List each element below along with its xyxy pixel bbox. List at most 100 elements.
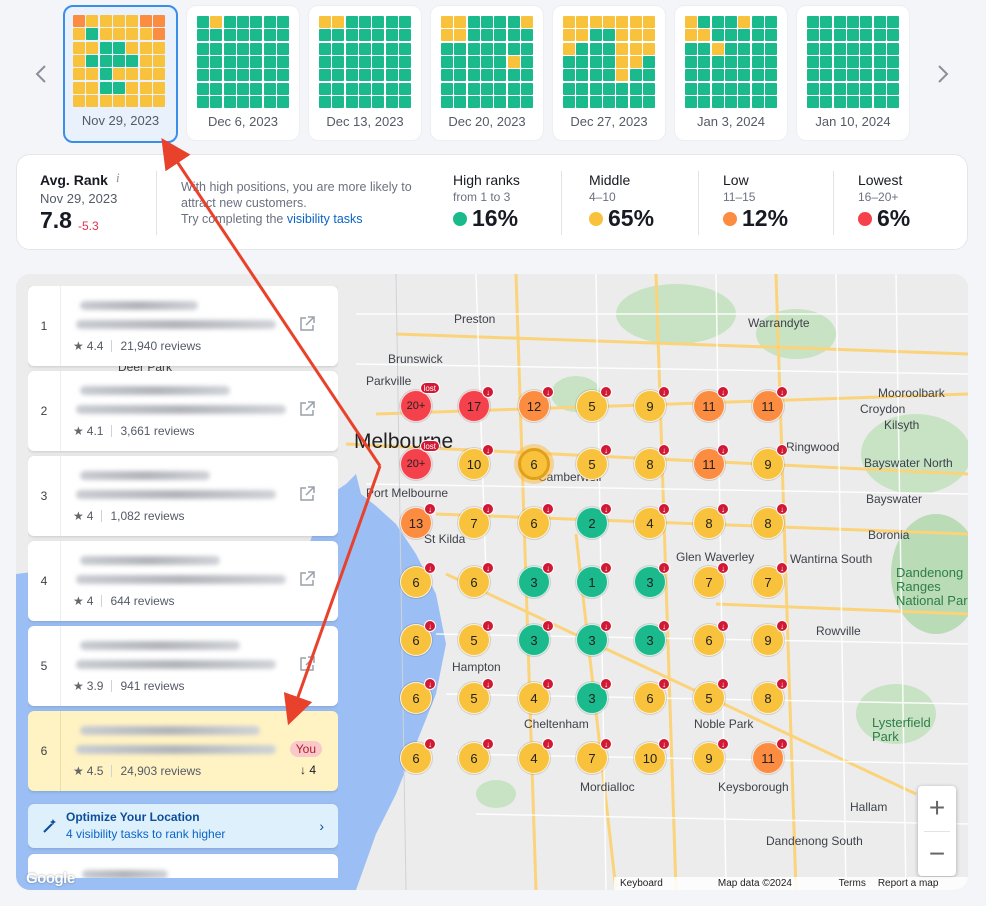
rank-pin[interactable]: 11 ↓ (693, 386, 729, 422)
pin-rank: 3 (588, 632, 596, 648)
list-item[interactable]: 1 ★ 4.4 21,940 reviews (28, 286, 338, 366)
list-item[interactable]: 5 ★ 3.9 941 reviews (28, 626, 338, 706)
list-item-you[interactable]: 6 ★ 4.5 24,903 reviews You ↓ 4 (28, 711, 338, 791)
rank-pin[interactable]: 3 ↓ (518, 562, 554, 598)
rank-pin[interactable]: 12 ↓ (518, 386, 554, 422)
heatmap-cell (210, 69, 223, 82)
attribution-link[interactable]: Keyboard shortcuts (620, 878, 663, 889)
list-item[interactable]: 3 ★ 4 1,082 reviews (28, 456, 338, 536)
rank-pin[interactable]: 7 ↓ (576, 738, 612, 774)
star-icon: ★ (73, 679, 84, 693)
rank-pin[interactable]: 9 ↓ (752, 620, 788, 656)
rank-pin[interactable]: 8 ↓ (693, 503, 729, 539)
rank-pin[interactable]: 4 ↓ (518, 678, 554, 714)
heatmap-cell (481, 69, 493, 82)
external-link-icon[interactable] (298, 485, 316, 503)
rank-pin[interactable]: 8 ↓ (634, 444, 670, 480)
external-link-icon[interactable] (298, 655, 316, 673)
rank-pin[interactable]: 3 ↓ (634, 562, 670, 598)
week-card[interactable]: Dec 13, 2023 (308, 5, 422, 141)
rank-pin[interactable]: 3 ↓ (576, 620, 612, 656)
list-item[interactable]: 4 ★ 4 644 reviews (28, 541, 338, 621)
map-label: Port Melbourne (366, 486, 449, 500)
attribution-link[interactable]: Report a map error (877, 878, 939, 889)
rank-pin[interactable]: 4 ↓ (518, 738, 554, 774)
rank-pin[interactable]: 6 ↓ (518, 503, 554, 539)
rank-pin[interactable]: 7 ↓ (458, 503, 494, 539)
optimize-location-card[interactable]: Optimize Your Location 4 visibility task… (28, 804, 338, 848)
heatmap-cell (698, 96, 711, 108)
week-card[interactable]: Dec 6, 2023 (186, 5, 300, 141)
heatmap-cell (847, 29, 859, 42)
heatmap-cell (711, 56, 724, 68)
external-link-icon[interactable] (298, 315, 316, 333)
rank-pin[interactable]: 3 ↓ (634, 620, 670, 656)
info-icon[interactable]: i (116, 170, 120, 185)
rank-pin[interactable]: 5 ↓ (458, 620, 494, 656)
week-card[interactable]: Nov 29, 2023 (63, 5, 178, 143)
rank-pin[interactable]: 2 ↓ (576, 503, 612, 539)
rank-pin[interactable]: 6 ↓ (400, 620, 436, 656)
carousel-prev-button[interactable] (28, 60, 54, 88)
rank-pin[interactable]: 13 ↓ (400, 503, 436, 539)
rank-pin[interactable]: 9 ↓ (752, 444, 788, 480)
rank-pin[interactable]: 5 ↓ (576, 444, 612, 480)
list-item[interactable]: 2 ★ 4.1 3,661 reviews (28, 371, 338, 451)
rank-pin[interactable]: 3 ↓ (576, 678, 612, 714)
rank-pin[interactable]: 1 ↓ (576, 562, 612, 598)
rank-pin[interactable]: 6 ↓ (400, 562, 436, 598)
rank-pin[interactable]: 5 ↓ (693, 678, 729, 714)
pin-rank: 4 (530, 750, 538, 766)
rank-pin[interactable]: 6 ↓ (400, 678, 436, 714)
rank-pin[interactable]: 7 ↓ (693, 562, 729, 598)
rank-pin[interactable]: 6 ↓ (400, 738, 436, 774)
rank-pin[interactable]: 5 ↓ (576, 386, 612, 422)
zoom-in-button[interactable]: + (928, 792, 946, 823)
rank-pin[interactable]: 6 ↓ (458, 562, 494, 598)
carousel-next-button[interactable] (930, 60, 956, 88)
rank-pin[interactable]: 6 ↓ (693, 620, 729, 656)
rank-pin[interactable]: 20+ lost (400, 382, 440, 422)
rank-pin[interactable]: 8 ↓ (752, 503, 788, 539)
rank-pin[interactable]: 9 ↓ (693, 738, 729, 774)
zoom-out-button[interactable]: − (928, 838, 946, 869)
heatmap-cell (847, 56, 859, 68)
external-link-icon[interactable] (298, 570, 316, 588)
week-card[interactable]: Dec 20, 2023 (430, 5, 544, 141)
heatmap-cell (820, 82, 833, 95)
rank-pin[interactable]: 11 ↓ (752, 738, 788, 774)
external-link-icon[interactable] (298, 400, 316, 418)
rank-pin[interactable]: 6 (518, 448, 550, 480)
rank-pin[interactable]: 10 ↓ (458, 444, 494, 480)
pin-rank: 3 (530, 632, 538, 648)
rank-pin[interactable]: 11 ↓ (752, 386, 788, 422)
heatmap-cell (820, 69, 833, 82)
star-icon: ★ (73, 594, 84, 608)
rank-pin[interactable]: 6 ↓ (458, 738, 494, 774)
map-view[interactable]: Melbourne Preston Brunswick Parkville Warran… (16, 274, 968, 890)
rank-pin[interactable]: 6 ↓ (634, 678, 670, 714)
rank-pin[interactable]: 20+ lost (400, 440, 440, 480)
visibility-tasks-link[interactable]: visibility tasks (286, 212, 363, 226)
rank-pin[interactable]: 8 ↓ (752, 678, 788, 714)
rank-pin[interactable]: 10 ↓ (634, 738, 670, 774)
heatmap-cell (765, 82, 777, 95)
rank-pin[interactable]: 7 ↓ (752, 562, 788, 598)
map-label: Bayswater (866, 492, 923, 506)
rank-pin[interactable]: 9 ↓ (634, 386, 670, 422)
attribution-link[interactable]: Map data ©2024 Google (717, 878, 792, 889)
rank-down-icon: ↓ (717, 503, 729, 515)
rank-pin[interactable]: 11 ↓ (693, 444, 729, 480)
week-card[interactable]: Jan 3, 2024 (674, 5, 788, 141)
pin-rank: 8 (705, 515, 713, 531)
week-card[interactable]: Jan 10, 2024 (796, 5, 910, 141)
heatmap-cell (833, 16, 846, 28)
list-item[interactable] (28, 854, 338, 878)
attribution-link[interactable]: Terms (838, 878, 866, 889)
rank-pin[interactable]: 5 ↓ (458, 678, 494, 714)
rank-pin[interactable]: 17 ↓ (458, 386, 494, 422)
week-card[interactable]: Dec 27, 2023 (552, 5, 666, 141)
rank-pin[interactable]: 4 ↓ (634, 503, 670, 539)
heatmap-cell (385, 82, 398, 95)
rank-pin[interactable]: 3 ↓ (518, 620, 554, 656)
